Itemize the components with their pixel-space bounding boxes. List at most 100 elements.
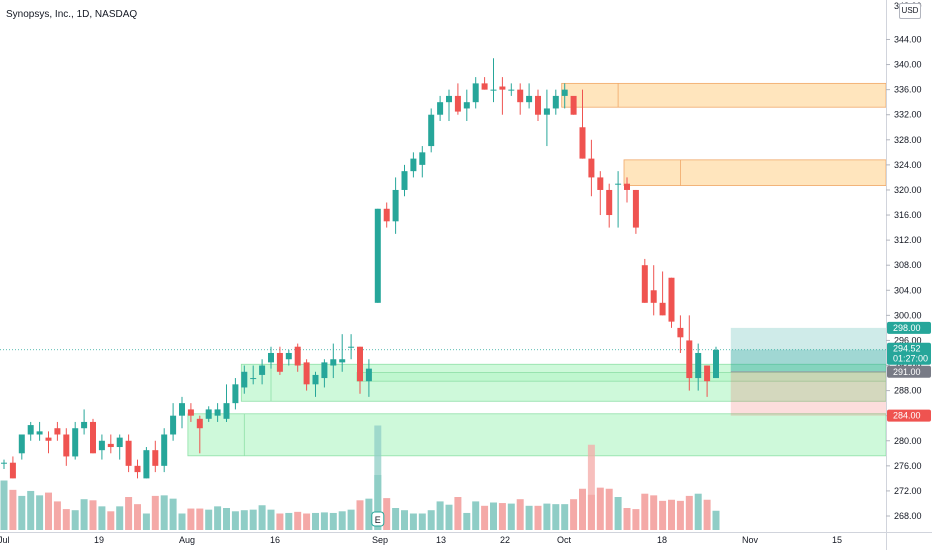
volume-bar [187,508,195,530]
candle-body [579,127,586,159]
volume-bar [676,500,684,530]
volume-bar [329,512,337,530]
candle-body [419,152,426,165]
volume-bar [312,512,319,530]
volume-bar [36,495,44,530]
price-tick-label: 332.00 [894,110,922,120]
candle-body [232,384,239,404]
candle-body [223,403,230,419]
volume-bar [498,503,506,530]
time-tick-label: Sep [372,535,388,545]
price-tick-label: 340.00 [894,60,922,70]
last_price-price-tag [887,342,931,365]
volume-bar [685,495,693,530]
volume-bar [445,504,453,530]
candle-body [241,371,248,388]
time-tick-label: Nov [742,535,759,545]
volume-bar [490,502,497,530]
price-axis[interactable]: 268.00 272.00 276.00 280.00 284.00 288.00 292.… [886,0,932,550]
candle-body [196,418,203,429]
candle-body [668,277,675,322]
volume-bar [169,498,177,530]
price-tick-label: 328.00 [894,135,922,145]
candle-body [312,374,319,385]
candle-body [9,462,16,479]
volume-bar [9,489,17,530]
volume-bar [436,501,444,530]
candle-body [641,265,648,303]
volume-bar [0,480,8,530]
volume-bar [258,505,266,530]
candle-body [161,434,168,466]
volume-bar [125,497,133,530]
candle-body [535,95,541,115]
candle-body [695,352,702,379]
volume-bar [623,508,631,530]
supply-zone[interactable] [561,82,887,108]
profit-area[interactable] [730,327,894,372]
candle-body [276,352,283,372]
candle-body [125,440,132,466]
loss-area[interactable] [730,371,894,416]
candle-body [259,365,266,375]
candle-body [490,89,497,91]
volume-bar [223,508,230,530]
volume-bar [178,513,186,530]
volume-bar [543,503,551,530]
earnings-badge[interactable]: E [371,511,385,527]
volume-bar [392,508,400,530]
price-tick-label: 320.00 [894,185,922,195]
candle-body [463,102,470,109]
volume-bar [320,512,328,530]
volume-bar [267,509,275,530]
candles-layer [1,58,719,479]
volume-bar [409,513,417,530]
volume-bar [107,511,115,530]
candle-body [45,437,52,441]
currency-button[interactable]: USD [899,3,921,19]
volume-bar [240,510,248,530]
candle-body [134,465,141,473]
time-tick-label: Aug [179,535,195,545]
volume-bar [294,511,302,530]
candle-body [81,421,88,429]
volume-bar [454,497,462,530]
volume-bar [659,500,667,530]
candle-body [294,346,301,366]
volume-bar [614,497,622,530]
earnings-icon[interactable] [371,511,385,527]
candle-body [214,409,221,416]
volume-bar [507,503,515,530]
time-axis[interactable]: Jul 19 Aug 16 Sep 13 22 Oct 18 Nov 15 [0,532,932,550]
volume-bar [45,492,52,530]
time-tick-label: 18 [657,535,667,545]
position-tool[interactable] [0,327,894,416]
volume-bars [0,425,720,530]
supply-zone[interactable] [623,159,887,186]
volume-bar [570,499,578,530]
volume-bar [561,504,569,530]
volume-bar [142,513,150,530]
candle-body [357,346,363,382]
candle-body [401,171,408,190]
volume-bar [276,513,284,530]
time-tick-label: 16 [270,535,280,545]
volume-bar [303,513,311,530]
candle-body [659,302,666,316]
candle-body [508,89,515,91]
price-tick-label: 324.00 [894,160,922,170]
volume-bar [356,500,364,530]
volume-bar [712,510,720,530]
volume-bar [116,506,124,530]
candle-body [704,365,711,382]
candle-body [348,346,355,348]
demand-zone[interactable] [187,413,887,457]
countdown-label: 01:27:00 [893,354,928,364]
candle-body [552,95,559,109]
price-tick-label: 296.00 [894,335,922,345]
candle-body [187,409,194,416]
candle-body [650,290,657,303]
candle-body [321,362,328,379]
time-tick-label: Jul [0,535,10,545]
